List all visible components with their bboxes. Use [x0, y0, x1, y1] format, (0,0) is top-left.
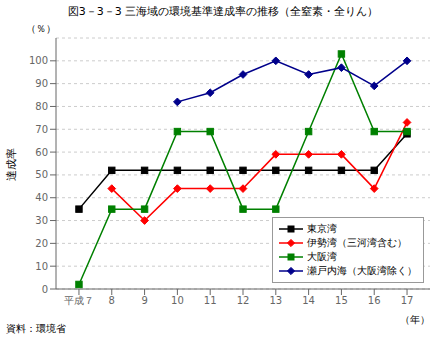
svg-text:14: 14	[302, 295, 315, 306]
svg-text:11: 11	[204, 295, 217, 306]
svg-text:40: 40	[35, 192, 48, 203]
svg-text:30: 30	[35, 215, 48, 226]
svg-text:13: 13	[269, 295, 282, 306]
html-text:東京湾: 東京湾	[307, 223, 337, 234]
svg-text:100: 100	[29, 55, 48, 66]
svg-text:15: 15	[335, 295, 348, 306]
html-text:（年）: （年）	[400, 314, 430, 325]
html-text:伊勢湾（三河湾含む）: 伊勢湾（三河湾含む）	[307, 237, 407, 248]
svg-text:9: 9	[141, 295, 147, 306]
html-text:大阪湾: 大阪湾	[307, 251, 337, 262]
svg-text:10: 10	[35, 261, 48, 272]
svg-text:20: 20	[35, 238, 48, 249]
svg-text:17: 17	[401, 295, 414, 306]
svg-text:8: 8	[109, 295, 115, 306]
svg-text:平成７: 平成７	[64, 295, 94, 306]
svg-text:90: 90	[35, 78, 48, 89]
svg-text:50: 50	[35, 169, 48, 180]
svg-text:0: 0	[42, 284, 48, 295]
html-text:図3－3－3 三海域の環境基準達成率の推移（全窒素・全りん）: 図3－3－3 三海域の環境基準達成率の推移（全窒素・全りん）	[67, 5, 379, 18]
html-text:瀬戸内海（大阪湾除く）: 瀬戸内海（大阪湾除く）	[307, 265, 417, 276]
svg-text:16: 16	[368, 295, 381, 306]
html-text:資料：環境省: 資料：環境省	[6, 323, 66, 334]
html-text:達成率: 達成率	[5, 147, 18, 180]
svg-text:70: 70	[35, 124, 48, 135]
svg-text:10: 10	[171, 295, 184, 306]
svg-text:12: 12	[237, 295, 250, 306]
svg-text:60: 60	[35, 147, 48, 158]
svg-text:80: 80	[35, 101, 48, 112]
